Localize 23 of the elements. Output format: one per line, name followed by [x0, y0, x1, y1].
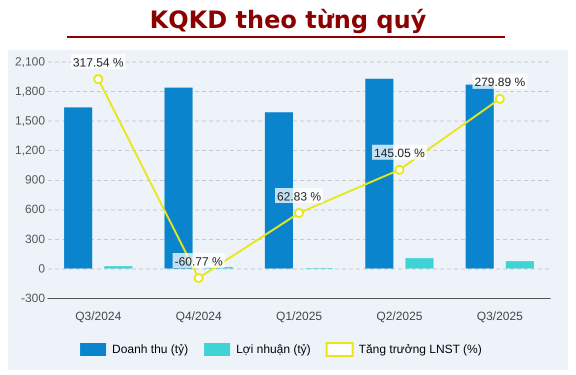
data-label: 145.05 % — [374, 146, 426, 160]
x-tick-label: Q4/2024 — [176, 309, 222, 324]
chart-title: KQKD theo từng quý — [148, 6, 428, 34]
y-tick-label: 900 — [25, 172, 46, 187]
legend-label: Lợi nhuận (tỷ) — [236, 342, 311, 356]
x-tick-label: Q3/2025 — [476, 309, 524, 324]
x-tick-label: Q2/2025 — [376, 309, 423, 324]
y-tick-label: 300 — [25, 232, 46, 246]
y-tick-label: 2,100 — [15, 54, 46, 68]
y-tick-label: 1,200 — [15, 143, 46, 158]
x-tick-label: Q3/2024 — [75, 309, 122, 324]
x-tick-label: Q1/2025 — [276, 309, 322, 324]
legend-label: Tăng trưởng LNST (%) — [358, 342, 482, 356]
legend-label: Doanh thu (tỷ) — [112, 342, 188, 356]
data-label: 317.54 % — [72, 55, 124, 70]
data-label: -60.77 % — [174, 254, 223, 268]
y-tick-label: 1,500 — [15, 113, 46, 128]
y-tick-label: 0 — [38, 261, 46, 276]
y-tick-label: -300 — [21, 290, 46, 305]
data-label: 279.89 % — [474, 75, 526, 90]
data-label: 62.83 % — [276, 189, 322, 204]
y-tick-label: 1,800 — [15, 84, 46, 98]
y-tick-label: 600 — [25, 202, 46, 216]
